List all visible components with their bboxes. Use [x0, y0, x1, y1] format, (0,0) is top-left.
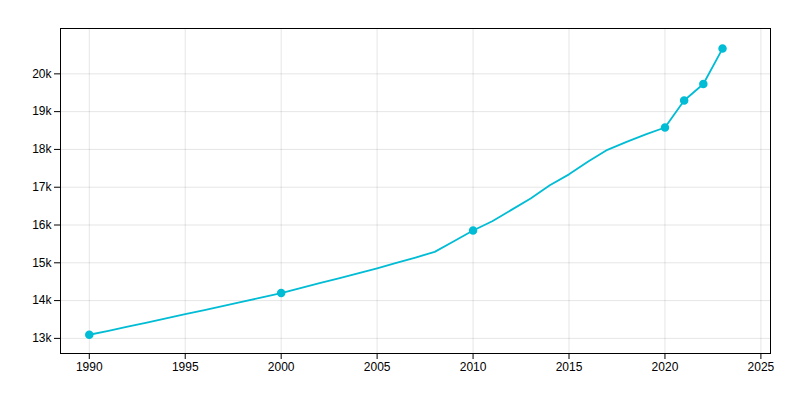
svg-text:1990: 1990: [76, 360, 103, 374]
svg-text:1995: 1995: [172, 360, 199, 374]
svg-text:13k: 13k: [32, 331, 52, 345]
svg-text:2005: 2005: [364, 360, 391, 374]
svg-text:2000: 2000: [268, 360, 295, 374]
svg-text:19k: 19k: [32, 104, 52, 118]
svg-text:20k: 20k: [32, 67, 52, 81]
svg-text:14k: 14k: [32, 293, 52, 307]
svg-text:17k: 17k: [32, 180, 52, 194]
svg-text:2025: 2025: [748, 360, 775, 374]
svg-text:16k: 16k: [32, 218, 52, 232]
svg-text:15k: 15k: [32, 256, 52, 270]
svg-text:2020: 2020: [652, 360, 679, 374]
svg-text:2010: 2010: [460, 360, 487, 374]
svg-text:18k: 18k: [32, 142, 52, 156]
svg-text:2015: 2015: [556, 360, 583, 374]
